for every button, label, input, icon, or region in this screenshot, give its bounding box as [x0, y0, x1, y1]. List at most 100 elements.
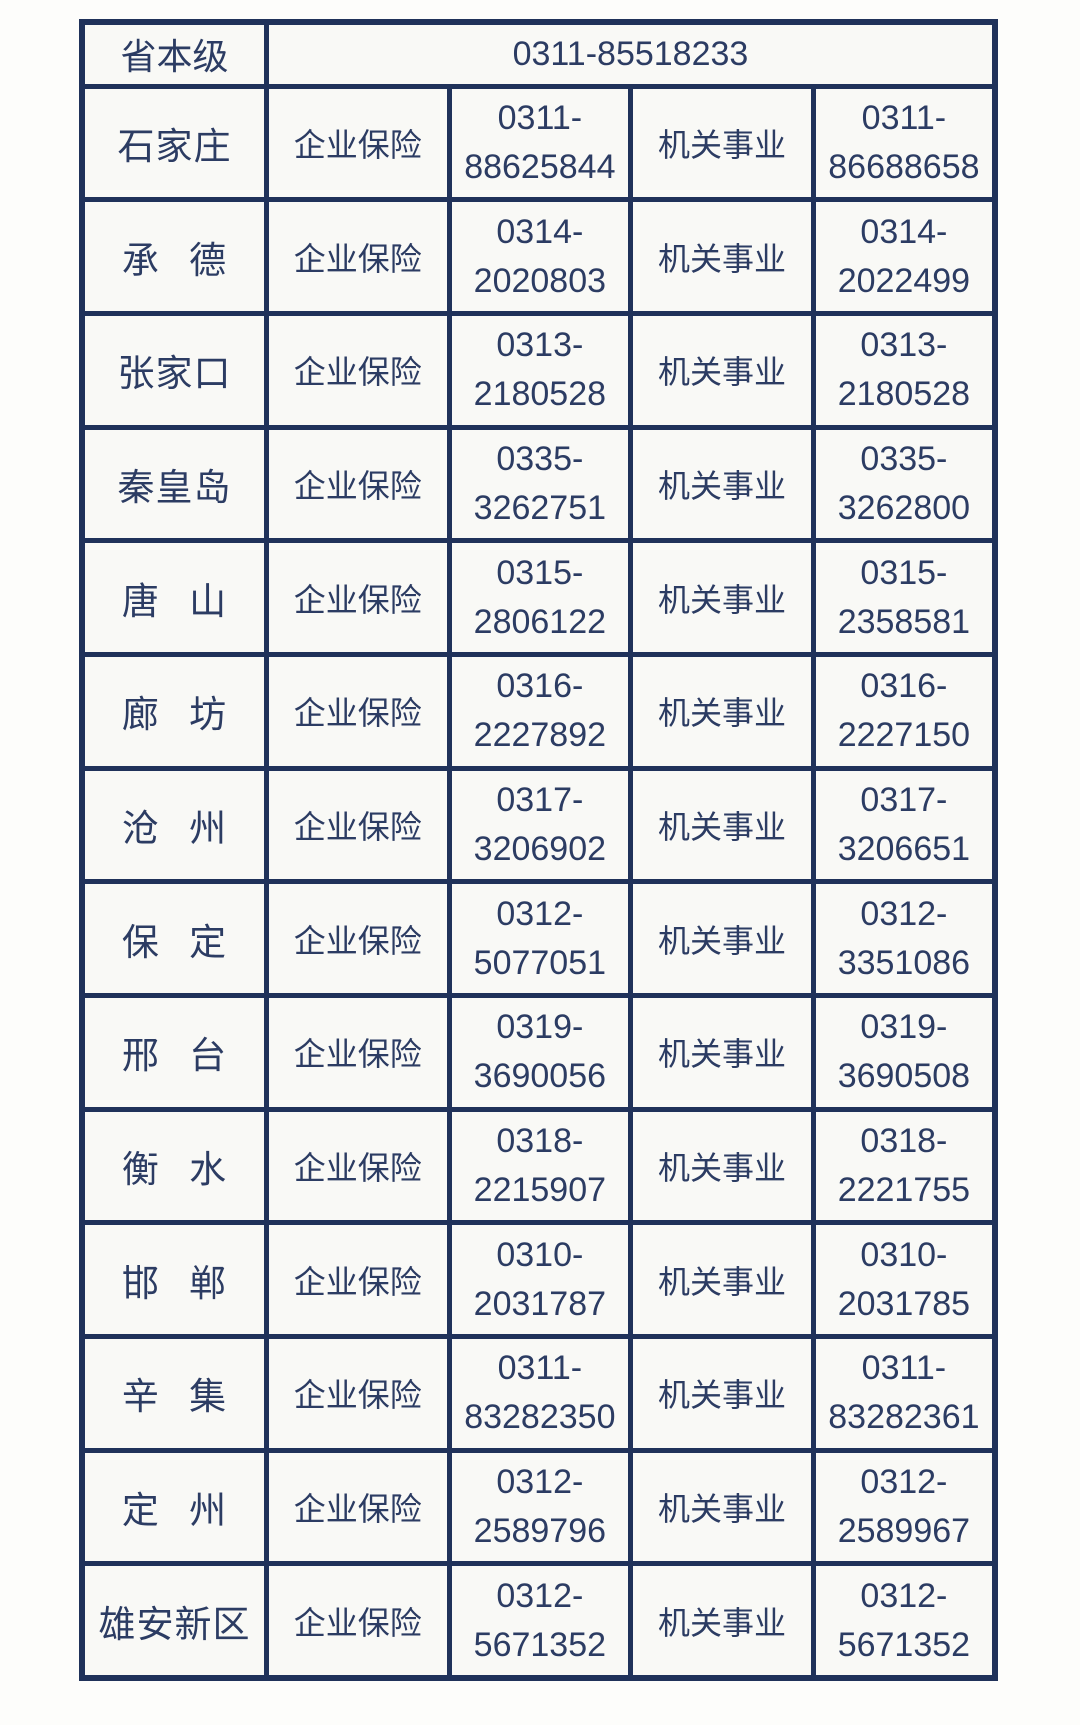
institution-label: 机关事业 [628, 83, 816, 203]
city-name: 辛 集 [79, 1333, 269, 1453]
enterprise-insurance-label: 企业保险 [263, 992, 452, 1112]
phone-number: 2227892 [473, 716, 607, 755]
city-name: 雄安新区 [79, 1561, 269, 1681]
enterprise-phone: 0312- 5077051 [446, 879, 634, 998]
phone-area-code: 0311- [861, 1349, 947, 1388]
institution-phone: 0317- 3206651 [810, 765, 998, 885]
table-row: 秦皇岛 企业保险 0335- 3262751 机关事业 0335- 326280… [79, 424, 998, 544]
city-name: 定 州 [79, 1447, 269, 1567]
enterprise-insurance-label: 企业保险 [263, 83, 452, 203]
enterprise-phone: 0316- 2227892 [446, 651, 634, 771]
institution-phone: 0315- 2358581 [810, 538, 998, 657]
enterprise-phone: 0315- 2806122 [446, 538, 634, 657]
table-row: 唐 山 企业保险 0315- 2806122 机关事业 0315- 235858… [79, 538, 998, 657]
phone-number: 83282361 [828, 1398, 980, 1437]
phone-number: 2031787 [473, 1284, 607, 1323]
phone-area-code: 0317- [860, 780, 948, 819]
phone-area-code: 0319- [860, 1008, 948, 1047]
city-name: 石家庄 [79, 83, 269, 203]
phone-area-code: 0310- [860, 1235, 948, 1274]
table-row: 邯 郸 企业保险 0310- 2031787 机关事业 0310- 203178… [79, 1220, 998, 1339]
table-row: 辛 集 企业保险 0311- 83282350 机关事业 0311- 83282… [79, 1333, 998, 1453]
institution-phone: 0335- 3262800 [810, 424, 998, 544]
enterprise-insurance-label: 企业保险 [263, 1561, 452, 1681]
institution-label: 机关事业 [628, 1106, 816, 1226]
city-name: 张家口 [79, 310, 269, 430]
institution-label: 机关事业 [628, 310, 816, 430]
phone-area-code: 0318- [496, 1121, 584, 1160]
institution-phone: 0314- 2022499 [810, 197, 998, 316]
enterprise-insurance-label: 企业保险 [263, 1220, 452, 1339]
city-name: 秦皇岛 [79, 424, 269, 544]
institution-phone: 0318- 2221755 [810, 1106, 998, 1226]
contact-phone-table-wrap: 省本级 0311-85518233 石家庄 企业保险 0311- 8862584… [79, 19, 998, 1681]
phone-number: 88625844 [464, 147, 616, 186]
phone-number: 86688658 [828, 147, 980, 186]
phone-area-code: 0316- [860, 667, 948, 706]
phone-number: 3206902 [473, 829, 607, 868]
phone-area-code: 0319- [496, 1008, 584, 1047]
enterprise-phone: 0318- 2215907 [446, 1106, 634, 1226]
enterprise-phone: 0311- 88625844 [446, 83, 634, 203]
enterprise-phone: 0311- 83282350 [446, 1333, 634, 1453]
phone-area-code: 0313- [860, 326, 948, 365]
phone-number: 5671352 [473, 1625, 607, 1664]
phone-number: 5671352 [837, 1625, 971, 1664]
phone-area-code: 0315- [860, 553, 948, 592]
phone-area-code: 0311- [861, 98, 947, 137]
table-row: 雄安新区 企业保险 0312- 5671352 机关事业 0312- 56713… [79, 1561, 998, 1681]
phone-number: 2806122 [473, 602, 607, 641]
phone-number: 3351086 [837, 943, 971, 982]
enterprise-insurance-label: 企业保险 [263, 879, 452, 998]
province-level-phone: 0311-85518233 [263, 19, 998, 89]
table-row: 承 德 企业保险 0314- 2020803 机关事业 0314- 202249… [79, 197, 998, 316]
institution-phone: 0312- 5671352 [810, 1561, 998, 1681]
phone-area-code: 0314- [860, 212, 948, 251]
institution-label: 机关事业 [628, 879, 816, 998]
institution-phone: 0312- 3351086 [810, 879, 998, 998]
institution-phone: 0319- 3690508 [810, 992, 998, 1112]
institution-label: 机关事业 [628, 1220, 816, 1339]
province-level-label: 省本级 [79, 19, 269, 89]
table-row: 保 定 企业保险 0312- 5077051 机关事业 0312- 335108… [79, 879, 998, 998]
institution-label: 机关事业 [628, 992, 816, 1112]
phone-area-code: 0317- [496, 780, 584, 819]
phone-number: 3690056 [473, 1057, 607, 1096]
institution-label: 机关事业 [628, 424, 816, 544]
enterprise-phone: 0312- 2589796 [446, 1447, 634, 1567]
table-row: 衡 水 企业保险 0318- 2215907 机关事业 0318- 222175… [79, 1106, 998, 1226]
institution-phone: 0311- 86688658 [810, 83, 998, 203]
city-name: 沧 州 [79, 765, 269, 885]
contact-phone-table: 省本级 0311-85518233 石家庄 企业保险 0311- 8862584… [79, 19, 998, 1681]
enterprise-insurance-label: 企业保险 [263, 538, 452, 657]
phone-number: 2031785 [837, 1284, 971, 1323]
enterprise-insurance-label: 企业保险 [263, 424, 452, 544]
phone-area-code: 0312- [496, 1576, 584, 1615]
city-name: 保 定 [79, 879, 269, 998]
enterprise-phone: 0310- 2031787 [446, 1220, 634, 1339]
enterprise-insurance-label: 企业保险 [263, 1106, 452, 1226]
phone-number: 2180528 [473, 375, 607, 414]
institution-phone: 0311- 83282361 [810, 1333, 998, 1453]
table-row: 张家口 企业保险 0313- 2180528 机关事业 0313- 218052… [79, 310, 998, 430]
phone-number: 3690508 [837, 1057, 971, 1096]
institution-label: 机关事业 [628, 765, 816, 885]
enterprise-phone: 0335- 3262751 [446, 424, 634, 544]
enterprise-insurance-label: 企业保险 [263, 1447, 452, 1567]
enterprise-phone: 0317- 3206902 [446, 765, 634, 885]
enterprise-insurance-label: 企业保险 [263, 1333, 452, 1453]
phone-number: 2358581 [837, 602, 971, 641]
phone-area-code: 0315- [496, 553, 584, 592]
institution-label: 机关事业 [628, 1447, 816, 1567]
enterprise-phone: 0312- 5671352 [446, 1561, 634, 1681]
phone-area-code: 0311- [497, 98, 583, 137]
phone-area-code: 0314- [496, 212, 584, 251]
institution-phone: 0316- 2227150 [810, 651, 998, 771]
phone-number: 2589967 [837, 1511, 971, 1550]
phone-number: 2589796 [473, 1511, 607, 1550]
phone-number: 2020803 [473, 261, 607, 300]
city-name: 衡 水 [79, 1106, 269, 1226]
phone-number: 2215907 [473, 1170, 607, 1209]
table-row: 沧 州 企业保险 0317- 3206902 机关事业 0317- 320665… [79, 765, 998, 885]
table-row: 定 州 企业保险 0312- 2589796 机关事业 0312- 258996… [79, 1447, 998, 1567]
